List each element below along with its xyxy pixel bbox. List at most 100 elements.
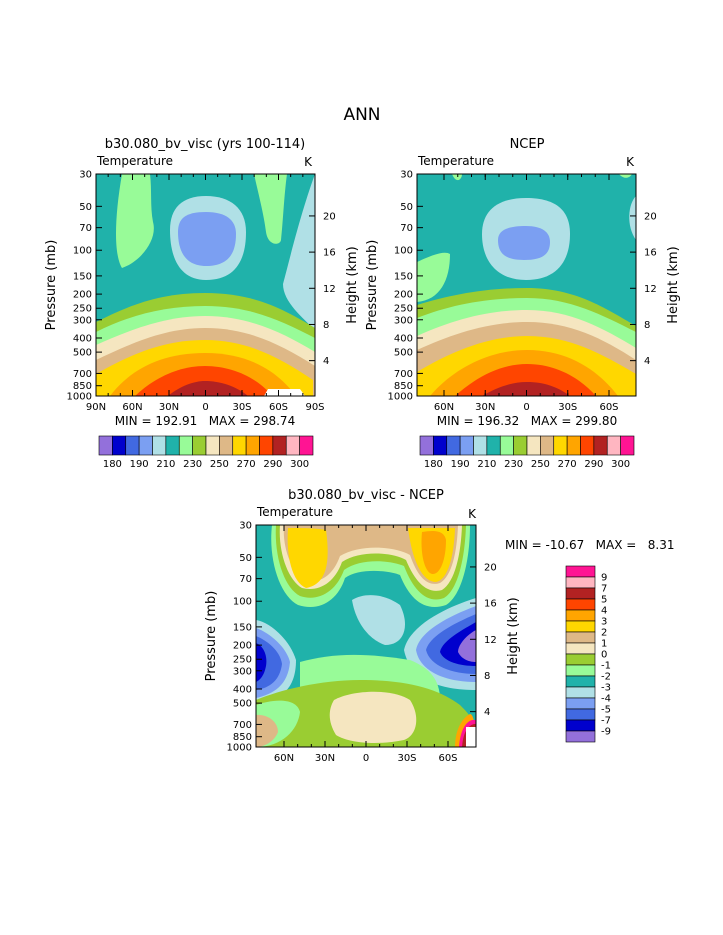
contour-lower-left-tan bbox=[256, 714, 278, 747]
pressure-tick-label: 400 bbox=[394, 333, 413, 344]
latitude-tick-label: 30S bbox=[232, 402, 251, 413]
colorbar-swatch bbox=[566, 435, 581, 456]
panel-model-xticks: 90N 60N 30N 0 30S 60S 90S bbox=[86, 174, 325, 413]
height-tick-label: 16 bbox=[644, 248, 657, 259]
colorbar-label: 230 bbox=[183, 459, 202, 470]
colorbar-swatch bbox=[553, 435, 568, 456]
contour-cold-core bbox=[498, 226, 550, 260]
colorbar-swatch bbox=[565, 631, 596, 644]
colorbar-swatch bbox=[565, 576, 596, 589]
colorbar-swatch bbox=[526, 435, 541, 456]
panel-diff-ylabel-right: Height (km) bbox=[506, 597, 521, 674]
colorbar-swatch bbox=[299, 435, 314, 456]
colorbar-label: -5 bbox=[601, 705, 611, 716]
height-tick-label: 8 bbox=[323, 320, 329, 331]
panel-model-ylabel-right: Height (km) bbox=[345, 246, 360, 323]
colorbar-swatch bbox=[259, 435, 274, 456]
colorbar-swatch bbox=[565, 697, 596, 710]
pressure-tick-label: 50 bbox=[239, 553, 252, 564]
colorbar-swatch bbox=[565, 708, 596, 721]
latitude-tick-label: 60S bbox=[438, 753, 457, 764]
pressure-tick-label: 1000 bbox=[227, 743, 252, 754]
pressure-tick-label: 500 bbox=[394, 348, 413, 359]
contour-upper-right bbox=[254, 174, 287, 244]
panel-diff-xticks: 60N 30N 0 30S 60S bbox=[274, 525, 458, 764]
panel-ncep-units: K bbox=[626, 155, 635, 169]
panel-ncep-ylabel: Pressure (mb) bbox=[365, 240, 380, 331]
colorbar-swatch bbox=[565, 675, 596, 688]
contour-band-7 bbox=[455, 364, 596, 396]
pressure-tick-label: 250 bbox=[73, 304, 92, 315]
panel-diff-ylabel: Pressure (mb) bbox=[204, 591, 219, 682]
panel-ncep-contours bbox=[417, 174, 636, 396]
panel-diff-contours bbox=[256, 525, 476, 747]
height-tick-label: 12 bbox=[323, 284, 336, 295]
pressure-tick-label: 400 bbox=[233, 684, 252, 695]
height-tick-label: 20 bbox=[323, 211, 336, 222]
contour-band-7 bbox=[135, 366, 272, 396]
colorbar-label: -3 bbox=[601, 683, 611, 694]
colorbar-swatch bbox=[565, 598, 596, 611]
contour-top-right-blip bbox=[619, 174, 632, 178]
pressure-tick-label: 70 bbox=[79, 223, 92, 234]
height-tick-label: 12 bbox=[644, 284, 657, 295]
colorbar-swatch bbox=[219, 435, 234, 456]
colorbar-swatch bbox=[446, 435, 461, 456]
colorbar-label: 230 bbox=[504, 459, 523, 470]
panel-model-title: b30.080_bv_visc (yrs 100-114) bbox=[105, 137, 305, 152]
colorbar-swatch bbox=[540, 435, 555, 456]
pressure-tick-label: 850 bbox=[233, 732, 252, 743]
colorbar-label: 250 bbox=[531, 459, 550, 470]
panel-ncep-variable: Temperature bbox=[417, 154, 494, 168]
colorbar-label: -9 bbox=[601, 727, 611, 738]
colorbar-swatch bbox=[513, 435, 528, 456]
latitude-tick-label: 60S bbox=[599, 402, 618, 413]
contour-upper-left-yellow bbox=[287, 528, 328, 588]
colorbar-label: 4 bbox=[601, 606, 607, 617]
pressure-tick-label: 50 bbox=[400, 202, 413, 213]
colorbar-swatch bbox=[565, 620, 596, 633]
colorbar-label: 250 bbox=[210, 459, 229, 470]
colorbar-label: 1 bbox=[601, 639, 607, 650]
pressure-tick-label: 50 bbox=[79, 202, 92, 213]
contour-left-lobe bbox=[417, 252, 450, 302]
panel-ncep-stats: MIN = 196.32 MAX = 299.80 bbox=[437, 414, 617, 428]
pressure-tick-label: 100 bbox=[233, 597, 252, 608]
pressure-tick-label: 300 bbox=[394, 315, 413, 326]
height-tick-label: 4 bbox=[484, 707, 490, 718]
latitude-tick-label: 90N bbox=[86, 402, 106, 413]
colorbar-label: -4 bbox=[601, 694, 611, 705]
colorbar-swatch bbox=[499, 435, 514, 456]
contour-band-8 bbox=[482, 382, 570, 396]
pressure-tick-label: 500 bbox=[233, 699, 252, 710]
panel-ncep-xticks: 60N 30N 0 30S 60S bbox=[434, 174, 619, 413]
panel-diff: b30.080_bv_visc - NCEP Temperature K bbox=[204, 488, 675, 764]
colorbar-swatch bbox=[125, 435, 140, 456]
page-title: ANN bbox=[343, 105, 380, 125]
height-tick-label: 8 bbox=[484, 671, 490, 682]
pressure-tick-label: 100 bbox=[394, 246, 413, 257]
pressure-tick-label: 300 bbox=[233, 666, 252, 677]
pressure-tick-label: 250 bbox=[394, 304, 413, 315]
pressure-tick-label: 70 bbox=[239, 574, 252, 585]
colorbar-label: 2 bbox=[601, 628, 607, 639]
colorbar-swatch bbox=[178, 435, 193, 456]
colorbar-label: 180 bbox=[424, 459, 443, 470]
latitude-tick-label: 90S bbox=[305, 402, 324, 413]
latitude-tick-label: 60N bbox=[274, 753, 294, 764]
panel-model-stats: MIN = 192.91 MAX = 298.74 bbox=[115, 414, 295, 428]
panel-ncep-rticks: 20 16 12 8 4 bbox=[630, 211, 657, 367]
panel-diff-title: b30.080_bv_visc - NCEP bbox=[288, 488, 444, 503]
latitude-tick-label: 60S bbox=[269, 402, 288, 413]
pressure-tick-label: 30 bbox=[400, 170, 413, 181]
contour-right-edge bbox=[283, 174, 315, 330]
pressure-tick-label: 200 bbox=[233, 641, 252, 652]
pressure-tick-label: 400 bbox=[73, 333, 92, 344]
height-tick-label: 4 bbox=[644, 356, 650, 367]
colorbar-swatch bbox=[192, 435, 207, 456]
pressure-tick-label: 200 bbox=[73, 290, 92, 301]
contour-left-navy bbox=[256, 643, 267, 682]
